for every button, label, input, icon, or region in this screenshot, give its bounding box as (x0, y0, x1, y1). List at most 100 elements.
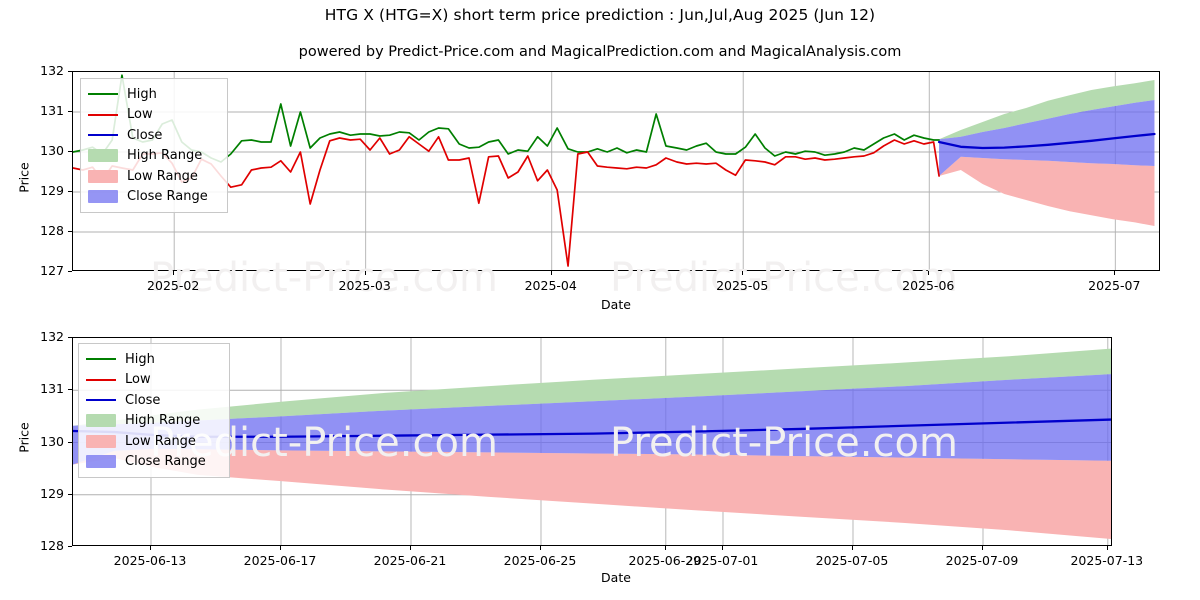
overview-y-tick-mark (68, 111, 72, 112)
detail-legend-label: Low Range (125, 433, 196, 449)
overview-y-tick-mark (68, 231, 72, 232)
detail-x-tick-label: 2025-07-13 (1070, 553, 1144, 568)
overview-legend-label: High (127, 86, 157, 102)
overview-y-tick-label: 131 (40, 103, 64, 118)
detail-y-tick-label: 131 (40, 381, 64, 397)
detail-legend-item-high[interactable]: High (86, 349, 221, 370)
detail-x-tick-label: 2025-06-17 (243, 553, 317, 568)
detail-y-tick-mark (68, 441, 72, 443)
overview-legend-item-low[interactable]: Low (88, 105, 219, 126)
detail-x-tick-mark (410, 546, 411, 550)
detail-legend-swatch-low-range-icon (86, 434, 116, 448)
detail-legend-swatch-high-range-icon (86, 414, 116, 428)
overview-y-tick-mark (68, 71, 72, 72)
overview-y-tick-label: 128 (40, 223, 64, 238)
detail-x-tick-mark (722, 546, 723, 550)
detail-x-tick-label: 2025-07-09 (945, 553, 1019, 568)
detail-x-tick-mark (852, 546, 853, 550)
overview-legend-swatch-high-icon (88, 88, 118, 100)
detail-y-tick-label: 128 (40, 538, 64, 553)
overview-x-tick-mark (1114, 271, 1116, 275)
detail-x-tick-mark (540, 546, 541, 550)
overview-legend-label: Close Range (127, 189, 208, 205)
detail-x-tick-label: 2025-07-01 (685, 553, 759, 568)
detail-x-tick-mark (1106, 546, 1108, 550)
overview-legend-swatch-low-range-icon (88, 169, 118, 183)
detail-x-tick-label: 2025-06-13 (113, 553, 187, 568)
overview-y-tick-label: 132 (40, 63, 64, 78)
detail-plot-area (72, 337, 1112, 546)
detail-y-tick-label: 132 (40, 329, 64, 344)
detail-y-tick-label: 129 (40, 485, 64, 501)
detail-legend-swatch-close-icon (86, 394, 116, 406)
page-subtitle: powered by Predict-Price.com and Magical… (298, 44, 902, 60)
overview-y-tick-label: 127 (40, 263, 64, 278)
detail-legend-swatch-close-range-icon (86, 455, 116, 469)
detail-plot-svg (73, 338, 1111, 545)
detail-legend-item-high-range[interactable]: High Range (86, 411, 221, 432)
detail-legend-item-close-range[interactable]: Close Range (86, 452, 221, 473)
detail-legend-item-close[interactable]: Close (86, 390, 221, 411)
overview-y-tick-mark (68, 271, 72, 272)
detail-legend-swatch-high-icon (86, 353, 116, 365)
overview-legend-label: Low Range (127, 168, 198, 184)
detail-legend: High Low Close High Range Low Range Close Ran… (78, 343, 230, 478)
detail-x-tick-mark (280, 546, 281, 550)
detail-x-tick-label: 2025-06-25 (503, 553, 577, 568)
overview-x-tick-mark (364, 271, 366, 275)
overview-legend-swatch-close-range-icon (88, 190, 118, 204)
overview-legend-swatch-high-range-icon (88, 149, 118, 163)
forecast-detail-chart-panel: Price Predict-Price.com Predict-Price.co… (0, 315, 1200, 600)
detail-legend-label: High Range (125, 413, 201, 429)
detail-y-tick-mark (68, 389, 72, 391)
overview-x-tick-label: 2025-05 (716, 278, 769, 293)
overview-y-tick-label: 130 (40, 143, 64, 158)
detail-x-tick-mark (150, 546, 151, 550)
page-title: HTG X (HTG=X) short term price predictio… (324, 6, 876, 24)
overview-y-tick-mark (68, 151, 72, 152)
overview-x-tick-label: 2025-04 (524, 278, 577, 293)
overview-legend-label: Close (127, 127, 163, 143)
overview-x-tick-label: 2025-02 (147, 278, 200, 293)
overview-chart-panel: Price Predict-Price.com Predict-Price.co… (17, 63, 1160, 312)
overview-y-tick-label: 129 (40, 183, 64, 198)
detail-legend-swatch-low-icon (86, 374, 116, 386)
overview-legend-item-close-range[interactable]: Close Range (88, 187, 219, 208)
overview-legend-swatch-close-icon (88, 129, 118, 141)
overview-plot-area (72, 71, 1160, 271)
detail-legend-label: Close (125, 392, 161, 408)
detail-legend-item-low[interactable]: Low (86, 370, 221, 391)
overview-x-tick-label: 2025-07 (1088, 278, 1141, 293)
detail-y-tick-mark (68, 337, 72, 338)
detail-legend-label: High (125, 351, 155, 367)
overview-legend-item-high-range[interactable]: High Range (88, 146, 219, 167)
overview-legend-item-low-range[interactable]: Low Range (88, 166, 219, 187)
detail-x-tick-mark (982, 546, 983, 550)
overview-x-tick-label: 2025-03 (338, 278, 391, 293)
overview-x-tick-label: 2025-06 (902, 278, 955, 293)
detail-x-tick-label: 2025-06-29 (628, 553, 702, 568)
detail-x-tick-mark (664, 546, 666, 550)
detail-x-axis-label: Date (601, 570, 631, 585)
overview-legend-label: Low (127, 107, 153, 123)
overview-x-axis-label: Date (601, 297, 631, 312)
detail-x-tick-label: 2025-07-05 (815, 553, 889, 568)
detail-legend-label: Low (125, 372, 151, 388)
overview-x-tick-mark (173, 271, 175, 275)
detail-legend-item-low-range[interactable]: Low Range (86, 431, 221, 452)
overview-legend-item-close[interactable]: Close (88, 125, 219, 146)
detail-y-tick-mark (68, 546, 72, 547)
overview-legend-item-high[interactable]: High (88, 84, 219, 105)
detail-legend-label: Close Range (125, 454, 206, 470)
overview-y-tick-mark (68, 191, 72, 192)
overview-legend-label: High Range (127, 148, 203, 164)
overview-x-tick-mark (928, 271, 930, 275)
overview-legend: High Low Close High Range Low Range Close Ran… (80, 78, 228, 213)
overview-x-tick-mark (550, 271, 552, 275)
overview-plot-svg (73, 72, 1159, 270)
overview-legend-swatch-low-icon (88, 109, 118, 121)
detail-x-tick-label: 2025-06-21 (373, 553, 447, 568)
detail-y-tick-mark (68, 493, 72, 495)
detail-y-tick-label: 130 (40, 433, 64, 449)
